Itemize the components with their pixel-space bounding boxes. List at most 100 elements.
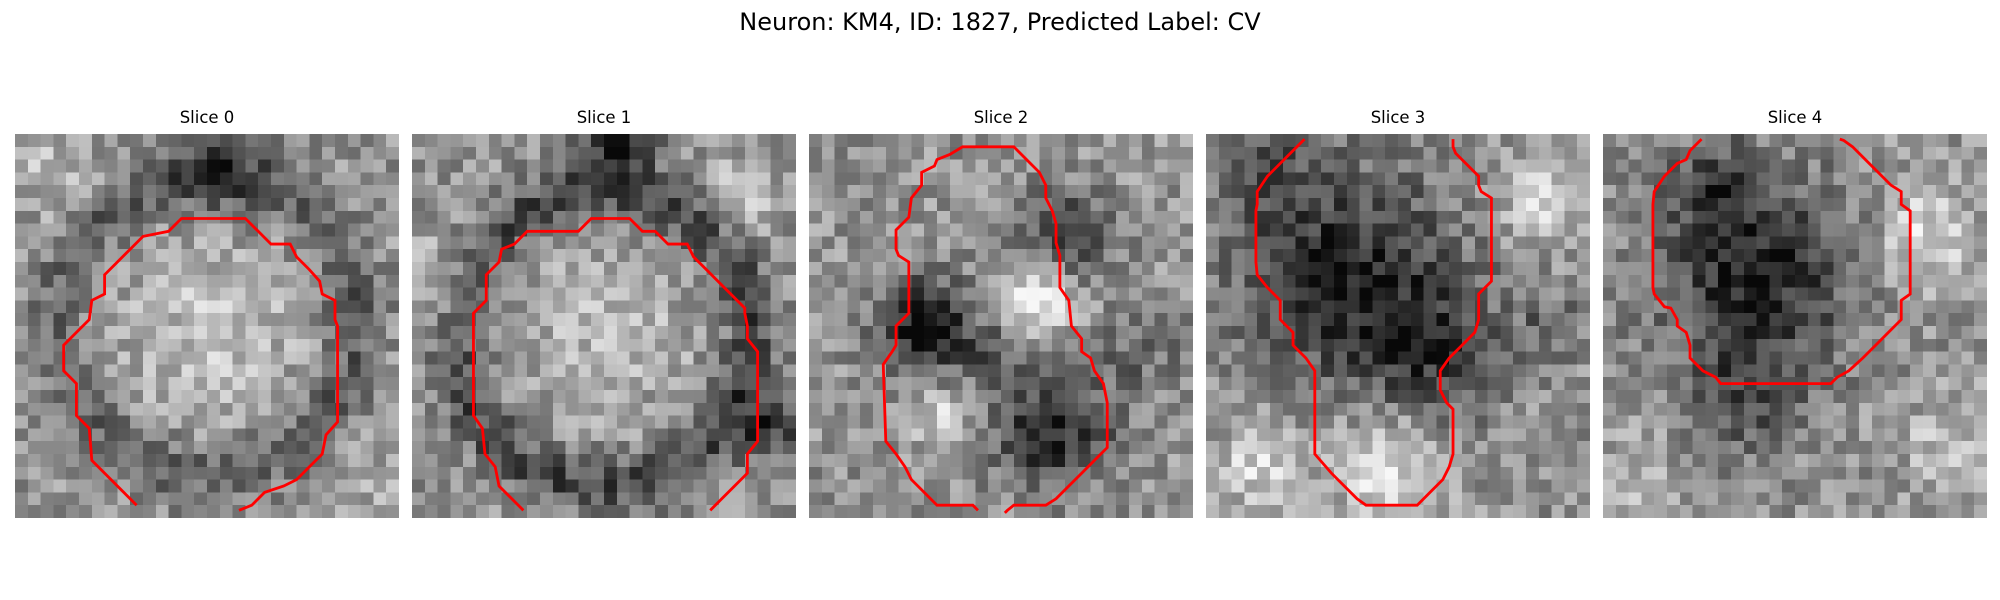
pixel <box>744 210 758 224</box>
pixel <box>1359 287 1373 301</box>
pixel <box>514 402 528 416</box>
pixel <box>501 415 515 429</box>
pixel <box>1564 390 1578 404</box>
pixel <box>1782 492 1796 506</box>
pixel <box>1244 262 1258 276</box>
pixel <box>1129 351 1143 365</box>
pixel <box>232 454 246 468</box>
pixel <box>1359 364 1373 378</box>
pixel <box>91 402 105 416</box>
pixel <box>309 326 323 340</box>
pixel <box>1346 492 1360 506</box>
pixel <box>591 274 605 288</box>
pixel <box>1039 300 1053 314</box>
pixel <box>1449 249 1463 263</box>
pixel <box>1026 338 1040 352</box>
pixel <box>296 172 310 186</box>
pixel <box>578 351 592 365</box>
pixel <box>1577 441 1590 455</box>
pixel <box>514 287 528 301</box>
pixel <box>245 262 259 276</box>
pixel <box>437 223 451 237</box>
pixel <box>1807 249 1821 263</box>
pixel <box>91 505 105 518</box>
pixel <box>706 364 720 378</box>
pixel <box>181 236 195 250</box>
pixel <box>1948 428 1962 442</box>
slice-image-1 <box>412 134 796 518</box>
pixel <box>1948 415 1962 429</box>
pixel <box>1807 172 1821 186</box>
pixel <box>1705 428 1719 442</box>
pixel <box>1039 441 1053 455</box>
pixel <box>347 326 361 340</box>
pixel <box>476 134 490 148</box>
pixel <box>757 415 771 429</box>
pixel <box>181 287 195 301</box>
pixel <box>386 338 399 352</box>
pixel <box>680 390 694 404</box>
pixel <box>937 390 951 404</box>
pixel <box>1257 146 1271 160</box>
pixel <box>155 134 169 148</box>
pixel <box>143 210 157 224</box>
pixel <box>1398 377 1412 391</box>
pixel <box>245 172 259 186</box>
pixel <box>143 364 157 378</box>
pixel <box>1398 210 1412 224</box>
pixel <box>463 287 477 301</box>
pixel <box>1603 249 1617 263</box>
pixel <box>1398 390 1412 404</box>
pixel <box>1974 326 1987 340</box>
pixel <box>1538 351 1552 365</box>
pixel <box>629 287 643 301</box>
pixel <box>860 274 874 288</box>
pixel <box>1206 249 1220 263</box>
pixel <box>219 300 233 314</box>
pixel <box>40 313 54 327</box>
pixel <box>783 479 796 493</box>
pixel <box>1526 249 1540 263</box>
pixel <box>527 236 541 250</box>
pixel <box>232 274 246 288</box>
pixel <box>1423 505 1437 518</box>
pixel <box>1116 505 1130 518</box>
pixel <box>514 505 528 518</box>
pixel <box>1410 441 1424 455</box>
pixel <box>1487 134 1501 148</box>
pixel-grid <box>1206 134 1590 518</box>
pixel <box>424 505 438 518</box>
pixel <box>604 262 618 276</box>
pixel <box>1782 236 1796 250</box>
pixel <box>194 146 208 160</box>
pixel <box>1487 338 1501 352</box>
pixel <box>898 402 912 416</box>
pixel <box>488 415 502 429</box>
pixel <box>1462 479 1476 493</box>
pixel <box>373 338 387 352</box>
pixel <box>732 249 746 263</box>
pixel <box>155 287 169 301</box>
pixel <box>1295 338 1309 352</box>
pixel <box>937 262 951 276</box>
pixel <box>1167 287 1181 301</box>
pixel <box>1961 377 1975 391</box>
pixel <box>1257 287 1271 301</box>
pixel <box>1500 274 1514 288</box>
pixel <box>1154 249 1168 263</box>
pixel <box>1346 351 1360 365</box>
pixel <box>1039 326 1053 340</box>
pixel <box>335 466 349 480</box>
pixel <box>540 236 554 250</box>
pixel <box>1206 364 1220 378</box>
pixel <box>1090 274 1104 288</box>
pixel <box>1910 134 1924 148</box>
pixel <box>1244 249 1258 263</box>
pixel <box>1077 146 1091 160</box>
pixel <box>424 274 438 288</box>
pixel <box>373 454 387 468</box>
pixel <box>1679 134 1693 148</box>
pixel <box>1206 313 1220 327</box>
pixel <box>1308 479 1322 493</box>
pixel <box>1180 454 1193 468</box>
